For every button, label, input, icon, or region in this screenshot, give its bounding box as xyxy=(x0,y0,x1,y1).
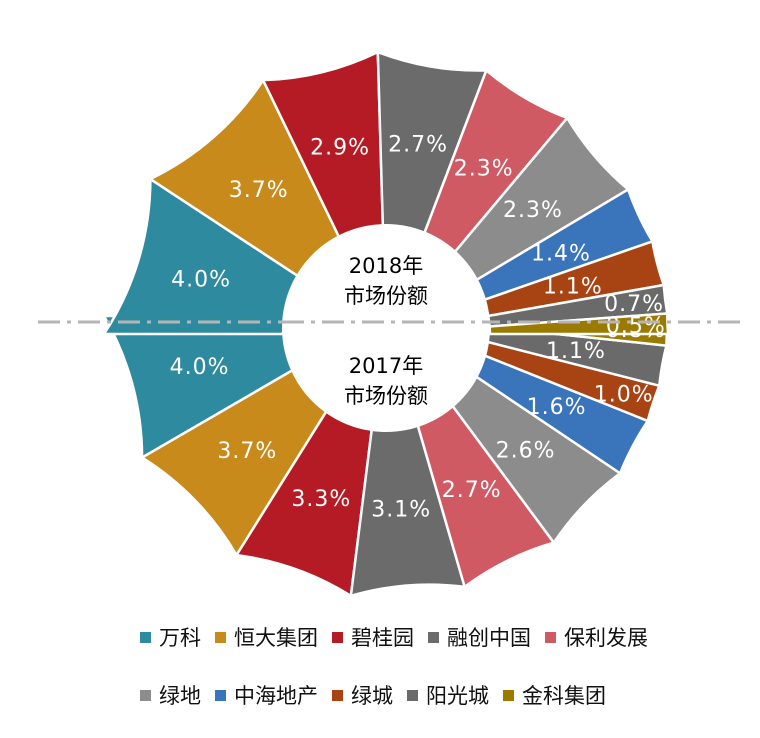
legend-swatch xyxy=(140,631,151,643)
slice-label-2018-china-overseas: 1.6% xyxy=(527,395,587,420)
legend: 万科 恒大集团 碧桂园 融创中国 保利发展 绿地 中海地产 绿城 阳光城 金科集… xyxy=(140,622,720,738)
legend-item-jinke: 金科集团 xyxy=(503,680,606,710)
center-label-2018-year: 2018年 xyxy=(349,254,423,278)
legend-swatch xyxy=(140,689,151,701)
center-label-2018-title: 市场份额 xyxy=(344,284,428,308)
slice-label-2018-greenland: 2.6% xyxy=(496,438,556,463)
slice-label-2017-greenland: 2.3% xyxy=(503,198,563,223)
legend-label: 碧桂园 xyxy=(351,626,414,650)
legend-item-poly: 保利发展 xyxy=(545,622,648,652)
bottom-half-slices: 4.0%3.7%2.9% 2.7%2.3%2.3%1.4%1.1%0.7%0.5% xyxy=(101,50,670,339)
legend-label: 绿城 xyxy=(351,684,393,708)
legend-item-yango: 阳光城 xyxy=(407,680,489,710)
legend-swatch xyxy=(503,689,514,701)
legend-swatch xyxy=(215,689,226,701)
center-label-2017-title: 市场份额 xyxy=(344,384,428,408)
slice-label-2018-country-garden: 3.3% xyxy=(291,487,351,512)
legend-swatch xyxy=(407,689,418,701)
center-hole xyxy=(282,224,490,432)
slice-label-2017-poly: 2.3% xyxy=(454,157,514,182)
market-share-chart: 4.0%3.7%3.3%3.1%2.7%2.6%1.6%1.0%1.1%0.8%… xyxy=(38,50,740,596)
slice-label-2017-country-garden: 2.9% xyxy=(310,136,370,161)
slice-label-2017-sunac: 2.7% xyxy=(388,133,448,158)
legend-swatch xyxy=(215,631,226,643)
legend-row-1: 万科 恒大集团 碧桂园 融创中国 保利发展 xyxy=(140,622,720,652)
legend-item-greenland: 绿地 xyxy=(140,680,201,710)
legend-swatch xyxy=(545,631,556,643)
legend-label: 阳光城 xyxy=(426,684,489,708)
slice-label-2018-evergrande: 3.7% xyxy=(217,439,277,464)
slice-label-2018-vanke: 4.0% xyxy=(170,355,230,380)
legend-label: 融创中国 xyxy=(447,626,531,650)
legend-item-greentown: 绿城 xyxy=(332,680,393,710)
legend-swatch xyxy=(332,631,343,643)
legend-item-vanke: 万科 xyxy=(140,622,201,652)
legend-swatch xyxy=(428,631,439,643)
legend-label: 保利发展 xyxy=(564,626,648,650)
slice-label-2017-evergrande: 3.7% xyxy=(229,178,289,203)
slice-label-2017-vanke: 4.0% xyxy=(171,268,231,293)
legend-item-evergrande: 恒大集团 xyxy=(215,622,318,652)
legend-item-sunac: 融创中国 xyxy=(428,622,531,652)
slice-label-2017-jinke: 0.5% xyxy=(606,314,666,339)
slice-label-2018-greentown: 1.0% xyxy=(594,383,654,408)
legend-swatch xyxy=(332,689,343,701)
center-label-2017-year: 2017年 xyxy=(349,354,423,378)
legend-label: 中海地产 xyxy=(234,684,318,708)
legend-label: 恒大集团 xyxy=(234,626,318,650)
legend-item-china-overseas: 中海地产 xyxy=(215,680,318,710)
slice-label-2018-yango: 1.1% xyxy=(546,339,606,364)
legend-label: 金科集团 xyxy=(522,684,606,708)
legend-item-country-garden: 碧桂园 xyxy=(332,622,414,652)
slice-label-2018-sunac: 3.1% xyxy=(371,497,431,522)
legend-label: 绿地 xyxy=(159,684,201,708)
slice-label-2018-poly: 2.7% xyxy=(442,478,502,503)
legend-row-2: 绿地 中海地产 绿城 阳光城 金科集团 xyxy=(140,680,720,710)
slice-label-2017-yango: 0.7% xyxy=(604,292,664,317)
legend-label: 万科 xyxy=(159,626,201,650)
slice-label-2017-china-overseas: 1.4% xyxy=(531,241,591,266)
slice-label-2017-greentown: 1.1% xyxy=(543,274,603,299)
